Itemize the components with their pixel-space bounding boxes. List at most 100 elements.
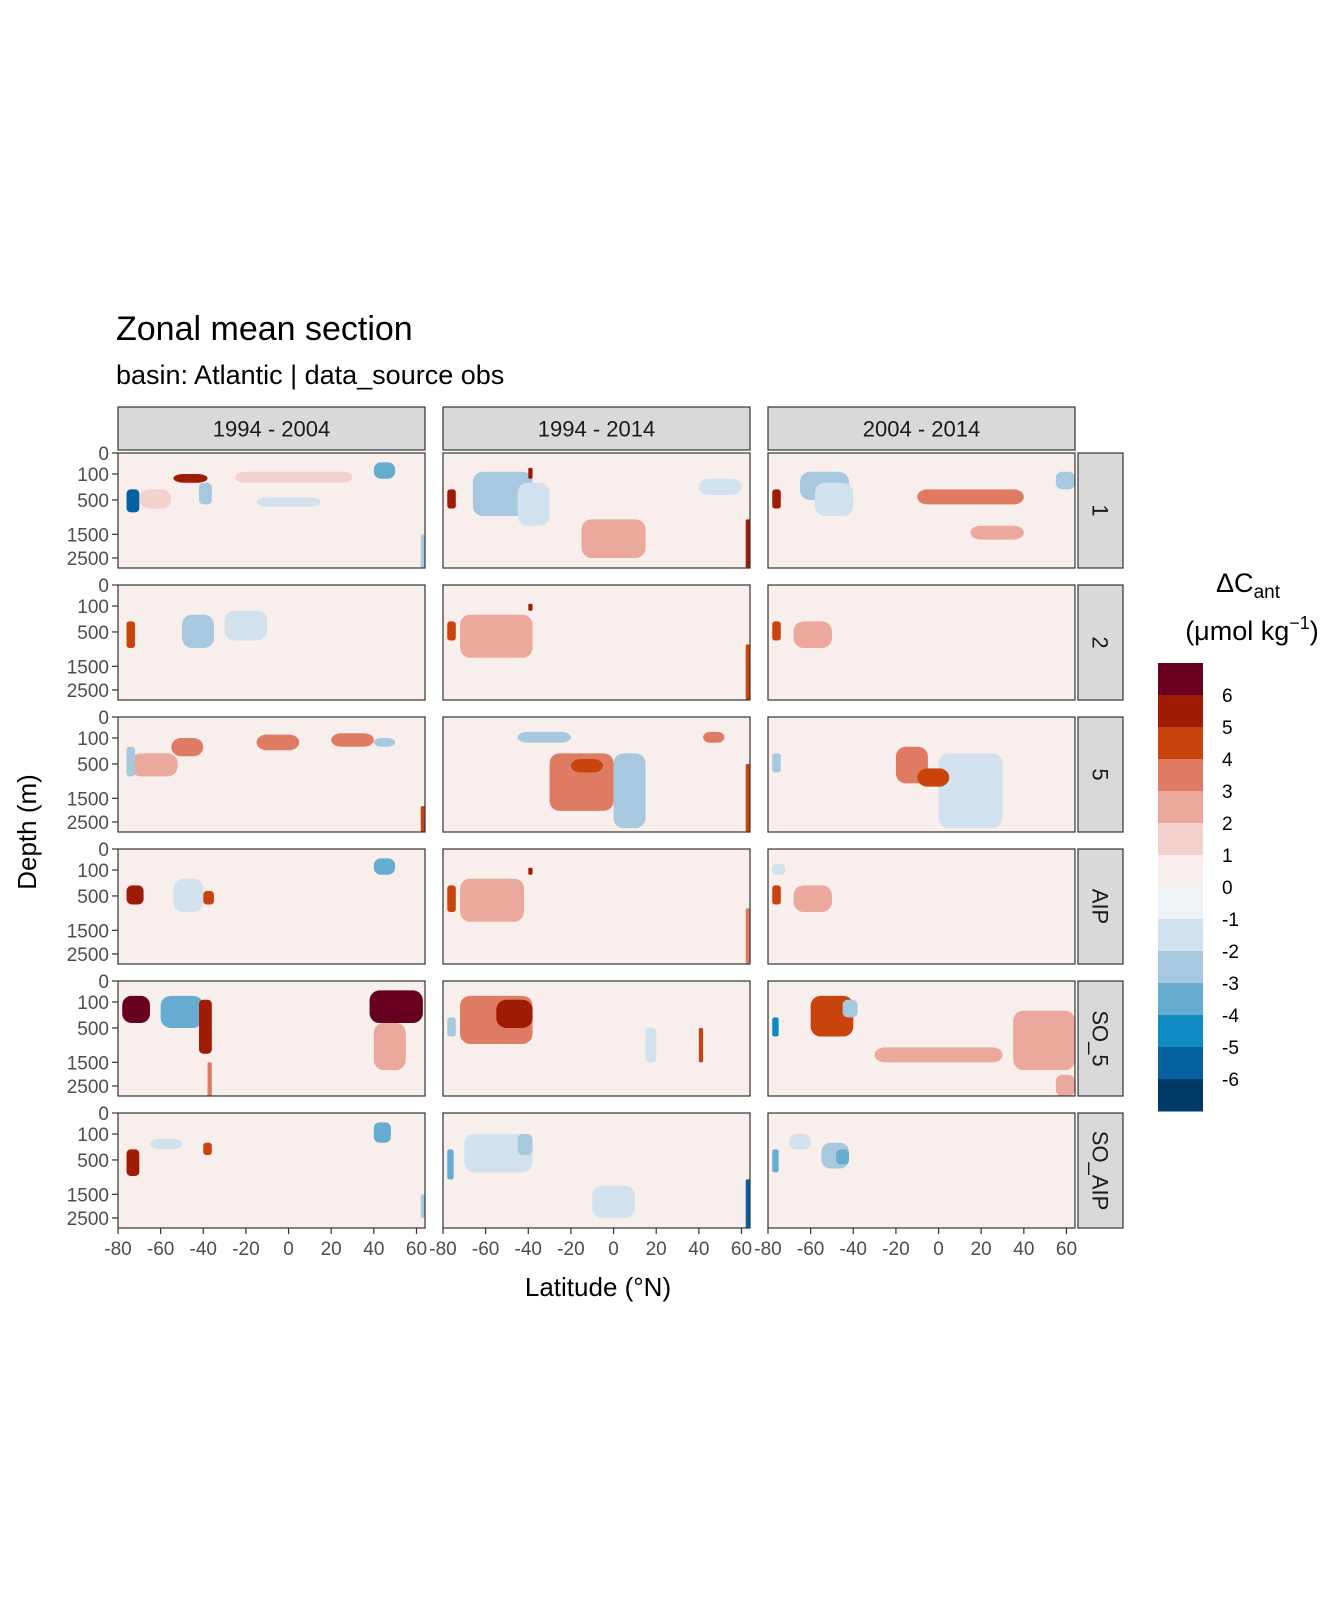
legend-unit: (μmol kg−1) [1185,613,1319,646]
heat-cell [373,462,396,479]
heat-cell [460,878,525,922]
legend-label-3: 3 [1222,782,1233,803]
heat-cell [207,1062,212,1096]
y-tick-label-3-0: 0 [98,840,109,861]
heat-cell [745,1179,750,1228]
heat-cell [173,473,208,483]
y-tick-label-4-0: 0 [98,972,109,993]
panel-2-4 [767,980,1076,1097]
column-strip-label-0: 1994 - 2004 [213,417,330,442]
legend-swatch-11 [1158,1015,1203,1048]
legend-swatch-8 [1158,919,1203,952]
y-tick-label-3-4: 2500 [67,945,109,966]
panel-border [117,452,426,569]
heat-cell [373,737,396,747]
panel-border [442,716,751,833]
legend-swatch-12 [1158,1047,1203,1080]
row-strip-5 [1077,1112,1124,1229]
heat-cell [149,1138,182,1150]
heat-cell [447,621,456,641]
y-tick-label-2-3: 1500 [67,789,109,810]
row-strip-0 [1077,452,1124,569]
panel-border [767,1112,1076,1229]
panel-background [768,1113,1075,1228]
heat-cell [703,731,725,743]
panel-2-0 [767,452,1076,569]
panel-background [118,849,425,964]
heat-cell [745,908,750,964]
x-tick-label-2-7: 60 [1056,1239,1077,1260]
panel-border [117,848,426,965]
heat-cell [420,534,425,568]
y-tick-label-0-2: 500 [77,491,109,512]
heat-cell [199,999,212,1054]
legend-label-10: -4 [1222,1006,1239,1027]
heat-cell [126,489,140,513]
heat-cell [447,1149,454,1180]
x-axes: -80 -60 -40 -20 0 20 40 60 -80 -60 -40 -20 0 20 40 60 -8… [104,1228,1077,1260]
chart-subtitle: basin: Atlantic | data_source obs [116,360,504,390]
x-tick-label-0-4: 0 [283,1239,294,1260]
legend-swatch-1 [1158,695,1203,728]
y-tick-label-5-0: 0 [98,1104,109,1125]
legend-swatch-5 [1158,823,1203,856]
column-strip-1 [442,406,751,451]
row-strip-label-1: 2 [1088,636,1113,648]
y-tick-label-0-3: 1500 [67,525,109,546]
x-tick-label-1-2: -40 [515,1239,542,1260]
panel-border [767,452,1076,569]
row-strip-label-5: SO_AIP [1088,1131,1113,1210]
heat-cell [203,890,214,905]
y-tick-label-2-0: 0 [98,708,109,729]
heat-cell [745,644,750,700]
heat-cell [139,489,172,509]
x-tick-label-0-2: -40 [190,1239,217,1260]
y-tick-label-0-1: 100 [77,465,109,486]
row-facet-strips: 1 2 5 AIP SO_5 SO_AIP [1077,452,1124,1229]
row-strip-label-3: AIP [1088,889,1113,924]
legend-swatch-6 [1158,855,1203,888]
legend-color-bar [1158,663,1203,1112]
heat-cell [373,858,396,875]
y-tick-label-2-1: 100 [77,729,109,750]
panel-border [767,584,1076,701]
panel-2-1 [767,584,1076,701]
column-strip-2 [767,406,1076,451]
heat-cell [173,878,204,912]
heat-cell [369,990,423,1023]
panel-border [117,1112,426,1229]
heat-cell [745,763,750,832]
panel-border [117,584,426,701]
heat-cell [836,1149,850,1165]
x-tick-label-2-6: 40 [1013,1239,1034,1260]
legend-swatch-2 [1158,727,1203,760]
panel-border [767,980,1076,1097]
heat-cell [772,1017,779,1037]
heat-cell [224,610,268,641]
panel-2-3 [767,848,1076,965]
heat-cell [698,1027,704,1063]
y-tick-label-4-4: 2500 [67,1077,109,1098]
heat-cell [447,1017,456,1037]
column-strip-label-2: 2004 - 2014 [863,417,980,442]
y-tick-label-4-1: 100 [77,993,109,1014]
heat-cell [1055,471,1075,490]
legend-label-4: 2 [1222,814,1233,835]
heat-cell [130,753,178,777]
heat-cell [814,482,854,516]
heat-cell [745,519,750,568]
panel-1-0 [442,452,751,569]
heat-cell [917,768,950,787]
panel-0-3 [117,848,426,965]
x-axis-label: Latitude (°N) [525,1272,671,1302]
y-axis-label: Depth (m) [12,774,42,890]
heat-cell [842,999,858,1018]
heat-cell [517,482,550,526]
legend-unit-sup: −1 [1289,613,1310,633]
panel-border [442,452,751,569]
heat-cell [1055,1074,1075,1096]
y-tick-label-0-4: 2500 [67,549,109,570]
x-tick-label-0-5: 20 [321,1239,342,1260]
heat-cell [181,614,214,648]
